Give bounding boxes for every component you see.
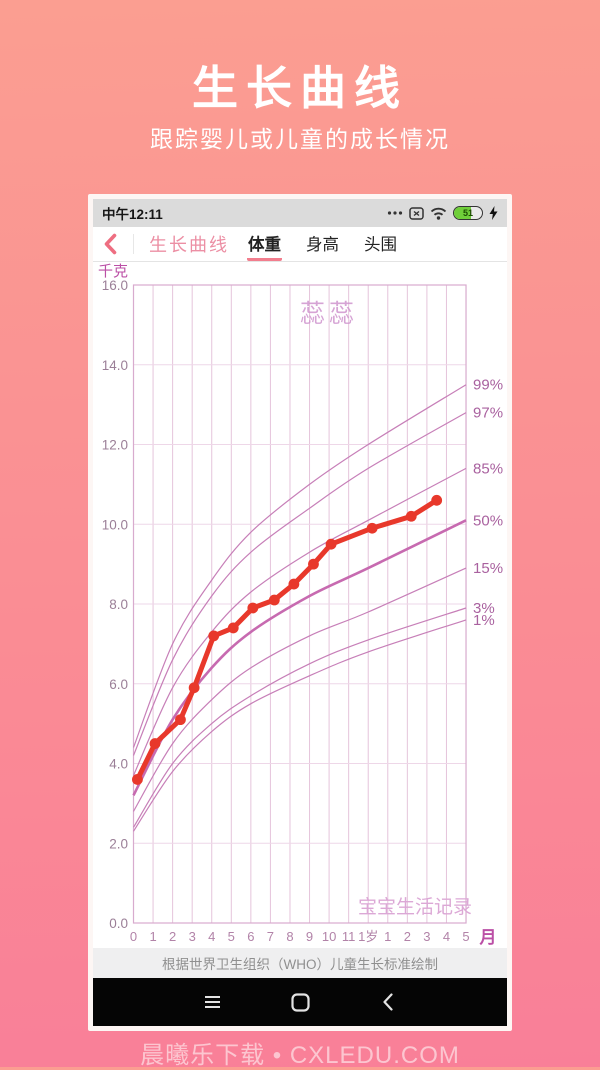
app-title: 生长曲线 bbox=[149, 235, 229, 255]
battery-icon: 51 bbox=[453, 206, 483, 220]
app-nav-bar: 生长曲线 体重 身高 头围 bbox=[93, 227, 507, 262]
tab-weight[interactable]: 体重 bbox=[247, 227, 282, 261]
phone-screenshot-frame: 中午12:11 51 bbox=[88, 194, 512, 1031]
battery-percent: 51 bbox=[462, 208, 473, 218]
x-tick-label: 7 bbox=[267, 929, 274, 944]
baby-name-watermark: 蕊蕊 bbox=[299, 300, 358, 328]
data-point bbox=[308, 558, 319, 570]
x-tick-label: 8 bbox=[286, 929, 293, 944]
android-home-button[interactable] bbox=[287, 989, 313, 1015]
y-tick-label: 6.0 bbox=[109, 677, 128, 692]
android-back-button[interactable] bbox=[375, 989, 401, 1015]
data-point bbox=[208, 630, 220, 642]
android-nav-bar bbox=[93, 978, 507, 1026]
percentile-label-50: 50% bbox=[473, 512, 503, 529]
x-tick-label: 1岁 bbox=[358, 929, 378, 944]
x-tick-label: 5 bbox=[462, 929, 469, 944]
x-tick-label: 3 bbox=[189, 929, 196, 944]
x-axis-unit: 月 bbox=[479, 928, 497, 947]
data-point bbox=[366, 522, 378, 534]
battery-fill bbox=[454, 207, 472, 219]
plot-border bbox=[132, 284, 467, 924]
data-point bbox=[188, 682, 200, 694]
percentile-curve-50 bbox=[132, 519, 467, 796]
percentile-curve-15 bbox=[132, 567, 467, 812]
percentile-curve-97 bbox=[132, 412, 467, 756]
x-tick-label: 2 bbox=[169, 929, 176, 944]
percentile-curve-85 bbox=[132, 467, 467, 776]
data-point bbox=[149, 738, 161, 749]
home-icon bbox=[290, 992, 310, 1012]
site-watermark: 晨曦乐下载 • CXLEDU.COM bbox=[140, 1042, 460, 1069]
percentile-label-1: 1% bbox=[473, 612, 495, 629]
data-point bbox=[227, 622, 239, 634]
growth-chart-svg: 99% 97% 85% 50% 15% 3%1% 千克 0.0 2.0 4.0 6.0 8.0 10.0… bbox=[98, 263, 503, 947]
page-title: 生长曲线 bbox=[192, 62, 408, 114]
data-point bbox=[405, 510, 417, 522]
x-tick-label: 2 bbox=[404, 929, 411, 944]
x-tick-label: 10 bbox=[322, 929, 336, 944]
y-tick-label: 0.0 bbox=[109, 916, 128, 931]
x-tick-label: 1 bbox=[149, 929, 156, 944]
x-tick-label: 9 bbox=[306, 929, 313, 944]
no-sim-icon bbox=[409, 206, 424, 220]
x-tick-label: 5 bbox=[228, 929, 235, 944]
x-tick-label: 0 bbox=[130, 929, 137, 944]
percentile-curve-1 bbox=[132, 619, 467, 832]
y-tick-label: 2.0 bbox=[109, 836, 128, 851]
source-note: 根据世界卫生组织（WHO）儿童生长标准绘制 bbox=[93, 948, 507, 978]
data-point bbox=[431, 494, 443, 506]
status-time: 中午12:11 bbox=[102, 207, 163, 222]
percentile-label-99: 99% bbox=[473, 377, 503, 394]
x-tick-label: 4 bbox=[443, 929, 450, 944]
android-menu-button[interactable] bbox=[199, 989, 225, 1015]
percentile-label-97: 97% bbox=[473, 405, 503, 422]
x-tick-label: 3 bbox=[423, 929, 430, 944]
page-subtitle: 跟踪婴儿或儿童的成长情况 bbox=[150, 126, 450, 152]
growth-chart-area: 99% 97% 85% 50% 15% 3% 1% 千克 0.0 2.0 4.0 6.0 8.0 10.0… bbox=[93, 262, 507, 948]
data-point bbox=[325, 538, 337, 550]
back-chevron-icon[interactable] bbox=[103, 233, 119, 255]
percentile-curve-3 bbox=[132, 607, 467, 828]
more-dots-icon bbox=[387, 211, 403, 215]
data-point bbox=[132, 774, 143, 785]
app-watermark: 宝宝生活记录 bbox=[357, 897, 472, 918]
charging-bolt-icon bbox=[489, 206, 498, 220]
tab-height[interactable]: 身高 bbox=[306, 236, 339, 254]
status-bar: 中午12:11 51 bbox=[93, 199, 507, 227]
y-axis-unit: 千克 bbox=[98, 263, 128, 280]
x-tick-label: 11 bbox=[342, 929, 356, 944]
weight-series-line bbox=[134, 497, 440, 782]
percentile-label-85: 85% bbox=[473, 460, 503, 477]
tab-bar: 体重 身高 头围 bbox=[247, 227, 398, 261]
y-tick-label: 10.0 bbox=[102, 517, 128, 532]
tab-head-circumference[interactable]: 头围 bbox=[364, 236, 397, 254]
percentile-label-3: 3% bbox=[473, 600, 495, 617]
percentile-label-15: 15% bbox=[473, 560, 503, 577]
data-point bbox=[247, 602, 259, 614]
back-icon bbox=[383, 993, 393, 1011]
menu-icon bbox=[204, 996, 220, 1008]
percentile-curve-99 bbox=[132, 384, 467, 748]
nav-divider bbox=[133, 234, 134, 254]
x-tick-label: 4 bbox=[208, 929, 215, 944]
wifi-icon bbox=[430, 207, 447, 220]
y-tick-label: 4.0 bbox=[109, 757, 128, 772]
data-point bbox=[175, 714, 186, 726]
y-tick-label: 12.0 bbox=[102, 438, 128, 453]
y-tick-label: 16.0 bbox=[102, 278, 128, 293]
data-point bbox=[288, 578, 300, 590]
data-point bbox=[268, 594, 280, 606]
x-tick-label: 1 bbox=[384, 929, 391, 944]
status-icons: 51 bbox=[387, 206, 498, 220]
y-tick-label: 14.0 bbox=[102, 358, 128, 373]
x-tick-label: 6 bbox=[247, 929, 254, 944]
y-tick-label: 8.0 bbox=[109, 597, 128, 612]
